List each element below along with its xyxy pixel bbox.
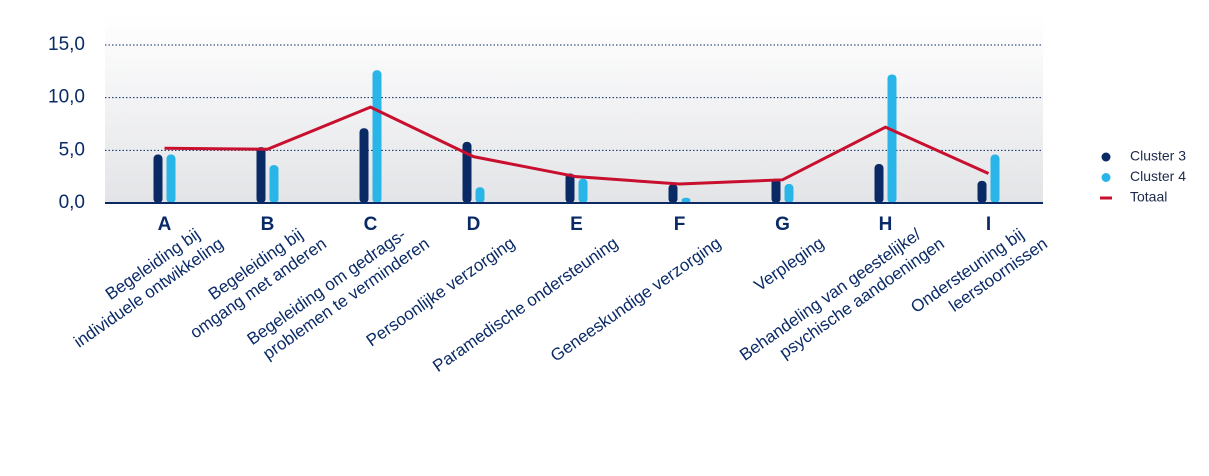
y-tick-label: 0,0	[59, 192, 85, 213]
bar	[462, 141, 472, 203]
line-series	[164, 105, 990, 186]
category-description: Paramedische ondersteuning	[429, 233, 621, 375]
category-description-line: Geneeskundige verzorging	[547, 233, 724, 365]
x-tick-label: H	[879, 214, 893, 235]
category-description: Verpleging	[751, 233, 828, 295]
category-description-line: Verpleging	[751, 233, 828, 295]
bar	[784, 184, 794, 203]
bar	[771, 178, 781, 203]
x-tick-label: F	[674, 214, 686, 235]
x-tick-label: C	[364, 214, 378, 235]
category-description: Geneeskundige verzorging	[547, 233, 724, 365]
x-tick-label: D	[467, 214, 481, 235]
bar	[153, 154, 163, 203]
x-tick-label: E	[570, 214, 583, 235]
bar	[578, 178, 588, 203]
bar	[166, 154, 176, 203]
legend-label: Totaal	[1130, 189, 1167, 205]
legend-marker	[1101, 152, 1111, 162]
category-description-line: Paramedische ondersteuning	[429, 233, 621, 375]
legend-label: Cluster 4	[1130, 168, 1186, 184]
category-description: Begeleiding om gedrags-problemen te verm…	[244, 225, 433, 364]
bar	[359, 128, 369, 203]
bar	[372, 70, 382, 203]
y-tick-label: 10,0	[48, 87, 85, 108]
y-tick-label: 15,0	[48, 34, 85, 55]
legend-label: Cluster 3	[1130, 148, 1186, 164]
bar	[256, 147, 266, 203]
bar	[269, 165, 279, 203]
bar	[977, 180, 987, 203]
y-tick-label: 5,0	[59, 139, 85, 160]
bar	[990, 154, 1000, 203]
category-description-line: Behandeling van geestelijke/	[736, 225, 924, 365]
x-tick-label: B	[261, 214, 275, 235]
x-tick-label: I	[986, 214, 991, 235]
x-tick-label: G	[775, 214, 790, 235]
bar	[475, 187, 485, 203]
bar	[887, 74, 897, 203]
bar	[565, 173, 575, 203]
bar	[681, 197, 691, 203]
bar	[668, 184, 678, 203]
bar	[874, 164, 884, 203]
legend-marker	[1101, 173, 1111, 182]
x-tick-label: A	[158, 214, 172, 235]
